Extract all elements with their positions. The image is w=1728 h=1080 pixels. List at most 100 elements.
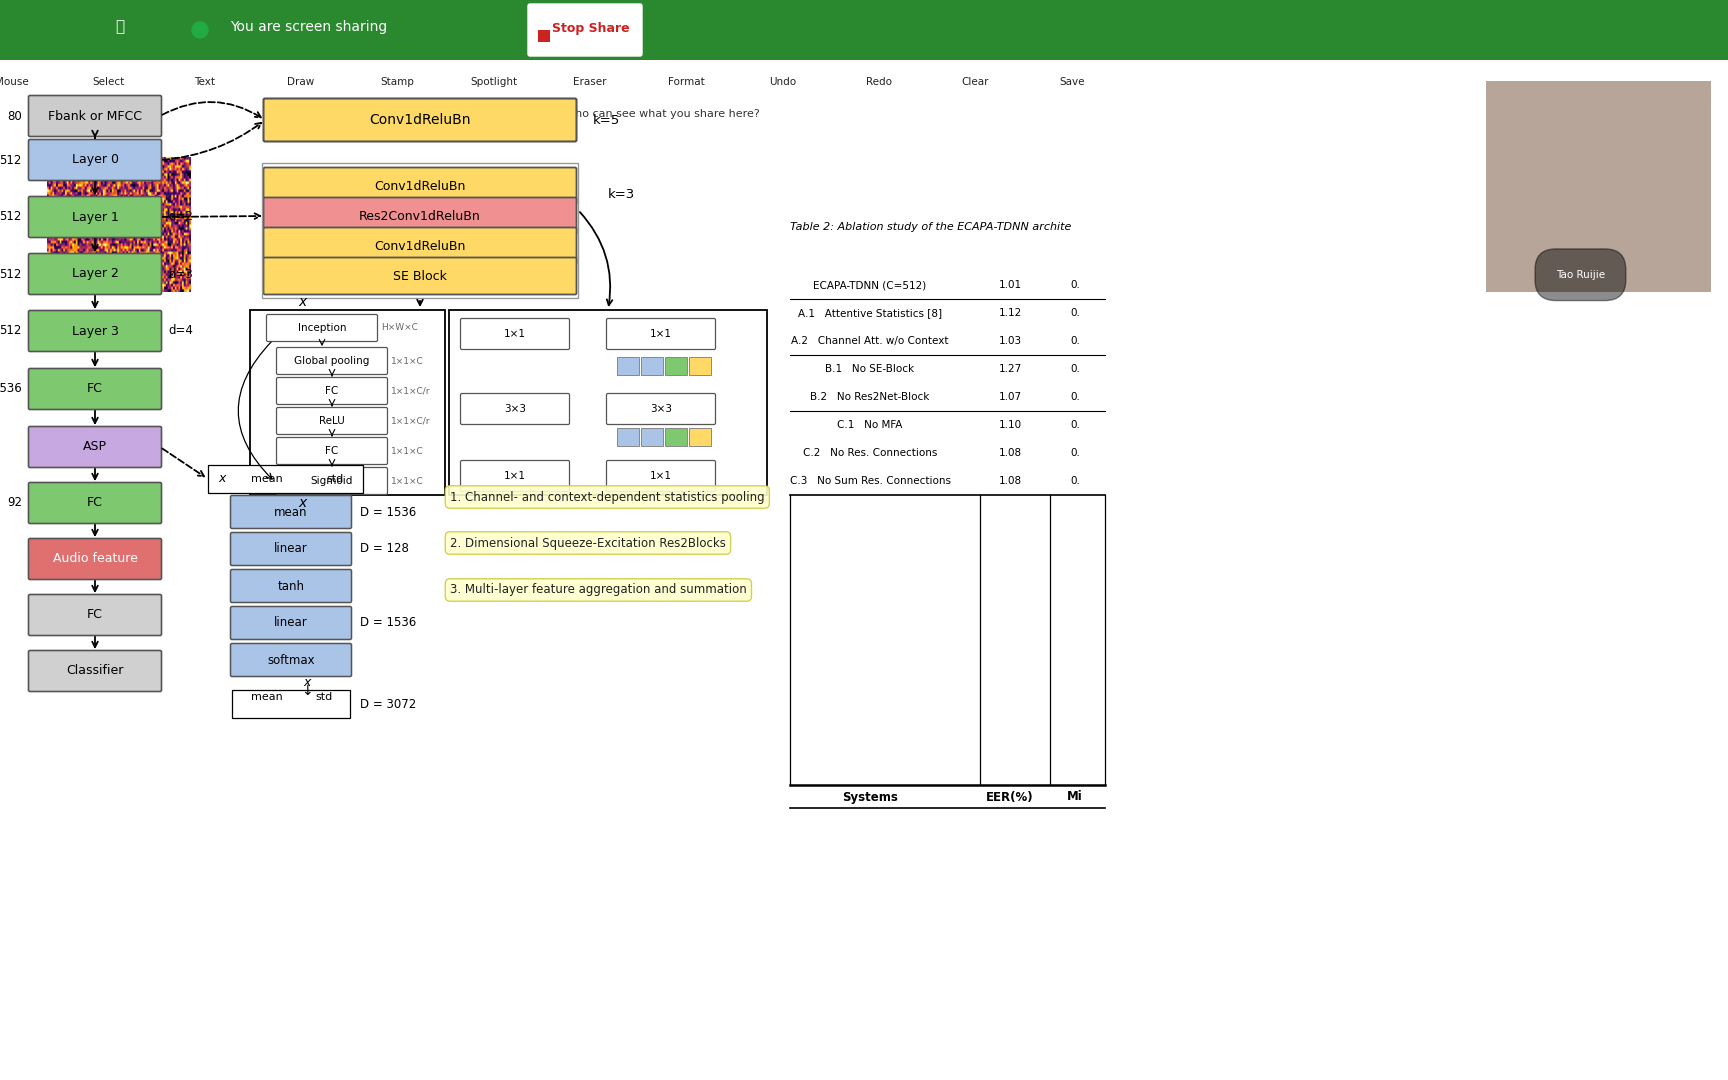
FancyBboxPatch shape	[28, 539, 161, 580]
FancyBboxPatch shape	[263, 257, 577, 295]
Text: Layer 0: Layer 0	[71, 153, 119, 166]
Text: FC: FC	[86, 608, 104, 621]
Text: Layer 1: Layer 1	[71, 211, 119, 224]
Text: Clear: Clear	[961, 77, 988, 87]
FancyBboxPatch shape	[28, 594, 161, 635]
FancyBboxPatch shape	[230, 532, 351, 566]
Text: Conv1dReluBn: Conv1dReluBn	[375, 179, 465, 192]
FancyBboxPatch shape	[607, 393, 715, 424]
Text: D = 1536: D = 1536	[359, 505, 416, 518]
Bar	[617, 428, 639, 446]
Text: 0.: 0.	[1070, 336, 1080, 346]
Text: EER(%): EER(%)	[987, 791, 1033, 804]
Bar	[689, 428, 710, 446]
Text: 0.: 0.	[1070, 364, 1080, 374]
Text: C.2   No Res. Connections: C.2 No Res. Connections	[804, 448, 937, 458]
FancyBboxPatch shape	[28, 139, 161, 180]
FancyBboxPatch shape	[230, 607, 351, 639]
Text: 1.27: 1.27	[999, 364, 1021, 374]
Text: 3×3: 3×3	[505, 404, 525, 414]
FancyBboxPatch shape	[460, 319, 570, 350]
Text: Fbank or MFCC: Fbank or MFCC	[48, 109, 142, 122]
Text: 512: 512	[0, 153, 22, 166]
Text: tanh: tanh	[278, 580, 304, 593]
FancyBboxPatch shape	[28, 427, 161, 468]
Text: k=5: k=5	[593, 113, 620, 126]
Text: 3. Multi-layer feature aggregation and summation: 3. Multi-layer feature aggregation and s…	[449, 583, 746, 596]
Text: 512: 512	[0, 324, 22, 337]
FancyBboxPatch shape	[276, 378, 387, 405]
Text: 2. Dimensional Squeeze-Excitation Res2Blocks: 2. Dimensional Squeeze-Excitation Res2Bl…	[449, 537, 726, 550]
Circle shape	[192, 22, 207, 38]
Text: mean: mean	[251, 692, 283, 702]
Text: x: x	[297, 496, 306, 510]
FancyBboxPatch shape	[28, 95, 161, 136]
Text: std: std	[316, 692, 332, 702]
Text: D = 3072: D = 3072	[359, 698, 416, 711]
Text: Conv1dReluBn: Conv1dReluBn	[375, 240, 465, 253]
Bar	[617, 357, 639, 375]
Text: Stop Share: Stop Share	[551, 23, 629, 36]
Text: 3×3: 3×3	[650, 404, 672, 414]
FancyBboxPatch shape	[28, 368, 161, 409]
Text: B.2   No Res2Net-Block: B.2 No Res2Net-Block	[810, 392, 930, 402]
FancyBboxPatch shape	[230, 644, 351, 676]
Text: Mouse: Mouse	[0, 77, 29, 87]
Text: 1×1: 1×1	[505, 329, 525, 339]
Text: 1×1: 1×1	[650, 471, 672, 481]
Text: 1536: 1536	[0, 382, 22, 395]
Text: 1.07: 1.07	[999, 392, 1021, 402]
FancyBboxPatch shape	[263, 167, 577, 204]
FancyBboxPatch shape	[230, 496, 351, 528]
Text: ReLU: ReLU	[320, 416, 346, 426]
Text: A.2   Channel Att. w/o Context: A.2 Channel Att. w/o Context	[791, 336, 949, 346]
Text: 🎤: 🎤	[116, 19, 124, 35]
Text: 1×1×C: 1×1×C	[391, 356, 423, 365]
FancyBboxPatch shape	[28, 483, 161, 524]
Text: Layer 3: Layer 3	[71, 324, 119, 337]
Text: 1×1×C/r: 1×1×C/r	[391, 387, 430, 395]
Text: A.1   Attentive Statistics [8]: A.1 Attentive Statistics [8]	[798, 308, 942, 318]
Bar	[641, 428, 664, 446]
Text: Save: Save	[1059, 77, 1085, 87]
Text: ASP: ASP	[83, 441, 107, 454]
Text: Select: Select	[92, 77, 124, 87]
Text: d=4: d=4	[168, 324, 194, 337]
Text: 0.: 0.	[1070, 448, 1080, 458]
Text: softmax: softmax	[268, 653, 314, 666]
Bar	[665, 428, 688, 446]
Text: SE Block: SE Block	[392, 270, 448, 283]
Text: mean: mean	[251, 474, 283, 484]
Text: Format: Format	[667, 77, 705, 87]
Text: Eraser: Eraser	[574, 77, 607, 87]
Text: B.1   No SE-Block: B.1 No SE-Block	[826, 364, 914, 374]
Text: D = 1536: D = 1536	[359, 617, 416, 630]
Text: 1.10: 1.10	[999, 420, 1021, 430]
Text: 👁 Who can see what you share here?: 👁 Who can see what you share here?	[553, 109, 760, 119]
FancyBboxPatch shape	[28, 650, 161, 691]
Text: Systems: Systems	[842, 791, 899, 804]
Text: x: x	[297, 295, 306, 309]
Bar	[207, 465, 363, 492]
FancyBboxPatch shape	[28, 197, 161, 238]
FancyBboxPatch shape	[276, 348, 387, 375]
Text: mean: mean	[275, 505, 308, 518]
FancyBboxPatch shape	[607, 319, 715, 350]
Text: 1.01: 1.01	[999, 280, 1021, 291]
Text: k=3: k=3	[608, 189, 636, 202]
FancyBboxPatch shape	[263, 98, 577, 141]
Text: C.3   No Sum Res. Connections: C.3 No Sum Res. Connections	[790, 476, 950, 486]
FancyBboxPatch shape	[266, 314, 377, 341]
Bar	[449, 310, 767, 495]
Text: Text: Text	[194, 77, 214, 87]
Text: Inception: Inception	[297, 323, 346, 333]
Text: Global pooling: Global pooling	[294, 356, 370, 366]
Text: x: x	[304, 676, 311, 689]
FancyBboxPatch shape	[276, 407, 387, 434]
Text: FC: FC	[325, 446, 339, 456]
FancyBboxPatch shape	[263, 198, 577, 234]
Text: Conv1dReluBn: Conv1dReluBn	[370, 113, 470, 127]
Text: Draw: Draw	[287, 77, 314, 87]
Text: d=2: d=2	[168, 211, 194, 224]
Text: 1×1: 1×1	[650, 329, 672, 339]
